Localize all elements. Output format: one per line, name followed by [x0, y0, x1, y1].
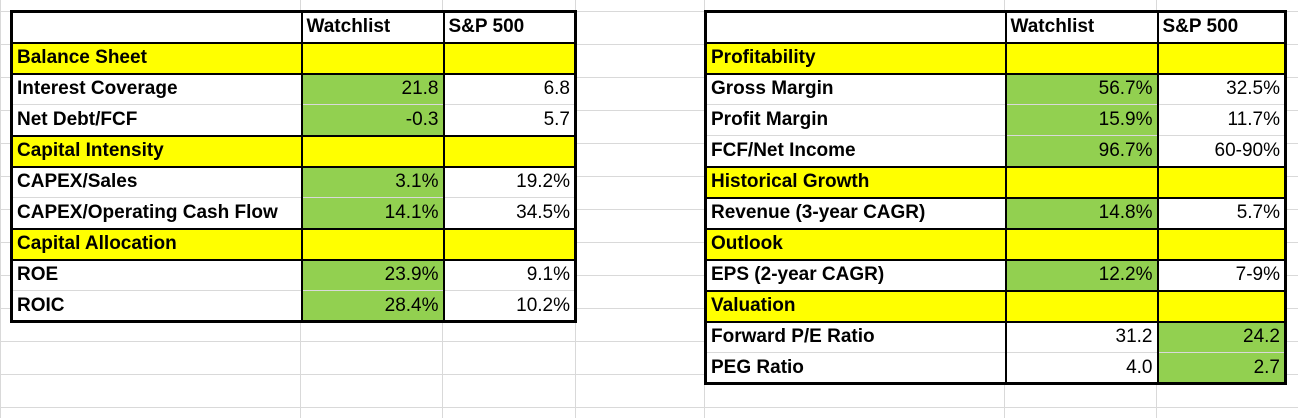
- section-sp500-cell[interactable]: [1156, 289, 1286, 322]
- metric-label-cell[interactable]: FCF/Net Income: [705, 135, 1006, 167]
- right-comparison-table: Watchlist S&P 500 Profitability Gross Margi…: [704, 10, 1287, 385]
- section-watchlist-cell[interactable]: [1004, 227, 1158, 260]
- data-row: CAPEX/Operating Cash Flow 14.1% 34.5%: [11, 197, 576, 229]
- sp500-value-cell[interactable]: 9.1%: [442, 258, 576, 291]
- header-row: Watchlist S&P 500: [11, 11, 576, 44]
- data-row: ROIC 28.4% 10.2%: [11, 290, 576, 322]
- metric-label-cell[interactable]: Interest Coverage: [11, 72, 302, 105]
- watchlist-value-cell[interactable]: 31.2: [1004, 320, 1158, 353]
- data-row: CAPEX/Sales 3.1% 19.2%: [11, 165, 576, 198]
- section-label-cell[interactable]: Capital Allocation: [11, 227, 302, 260]
- metric-label-cell[interactable]: Net Debt/FCF: [11, 104, 302, 136]
- metric-label-cell[interactable]: CAPEX/Sales: [11, 165, 302, 198]
- sp500-value-cell[interactable]: 10.2%: [442, 290, 576, 322]
- watchlist-value-cell[interactable]: 56.7%: [1004, 72, 1158, 105]
- metric-label-cell[interactable]: Profit Margin: [705, 104, 1006, 136]
- data-row: Profit Margin 15.9% 11.7%: [705, 104, 1286, 136]
- metric-label-cell[interactable]: ROE: [11, 258, 302, 291]
- sp500-value-cell[interactable]: 2.7: [1156, 352, 1286, 384]
- section-row: Valuation: [705, 289, 1286, 322]
- watchlist-value-cell[interactable]: 96.7%: [1004, 135, 1158, 167]
- section-label-cell[interactable]: Balance Sheet: [11, 41, 302, 74]
- sp500-value-cell[interactable]: 6.8: [442, 72, 576, 105]
- section-row: Capital Intensity: [11, 134, 576, 167]
- sp500-value-cell[interactable]: 5.7: [442, 104, 576, 136]
- metric-label-cell[interactable]: Forward P/E Ratio: [705, 320, 1006, 353]
- section-sp500-cell[interactable]: [442, 41, 576, 74]
- data-row: FCF/Net Income 96.7% 60-90%: [705, 135, 1286, 167]
- sp500-value-cell[interactable]: 7-9%: [1156, 258, 1286, 291]
- section-watchlist-cell[interactable]: [300, 227, 444, 260]
- header-row: Watchlist S&P 500: [705, 11, 1286, 44]
- watchlist-value-cell[interactable]: 12.2%: [1004, 258, 1158, 291]
- watchlist-value-cell[interactable]: 21.8: [300, 72, 444, 105]
- section-watchlist-cell[interactable]: [1004, 289, 1158, 322]
- sp500-value-cell[interactable]: 19.2%: [442, 165, 576, 198]
- header-cell-sp500[interactable]: S&P 500: [1156, 11, 1286, 44]
- sp500-value-cell[interactable]: 34.5%: [442, 197, 576, 229]
- data-row: Gross Margin 56.7% 32.5%: [705, 72, 1286, 105]
- sp500-value-cell[interactable]: 11.7%: [1156, 104, 1286, 136]
- sp500-value-cell[interactable]: 24.2: [1156, 320, 1286, 353]
- section-label-cell[interactable]: Outlook: [705, 227, 1006, 260]
- section-sp500-cell[interactable]: [1156, 165, 1286, 198]
- section-label-cell[interactable]: Valuation: [705, 289, 1006, 322]
- watchlist-value-cell[interactable]: 28.4%: [300, 290, 444, 322]
- header-cell-watchlist[interactable]: Watchlist: [300, 11, 444, 44]
- section-label-cell[interactable]: Historical Growth: [705, 165, 1006, 198]
- header-cell-sp500[interactable]: S&P 500: [442, 11, 576, 44]
- section-watchlist-cell[interactable]: [1004, 165, 1158, 198]
- data-row: PEG Ratio 4.0 2.7: [705, 352, 1286, 384]
- metric-label-cell[interactable]: Revenue (3-year CAGR): [705, 196, 1006, 229]
- section-row: Profitability: [705, 41, 1286, 74]
- watchlist-value-cell[interactable]: 14.1%: [300, 197, 444, 229]
- section-sp500-cell[interactable]: [1156, 41, 1286, 74]
- section-watchlist-cell[interactable]: [1004, 41, 1158, 74]
- sp500-value-cell[interactable]: 32.5%: [1156, 72, 1286, 105]
- watchlist-value-cell[interactable]: 23.9%: [300, 258, 444, 291]
- section-row: Outlook: [705, 227, 1286, 260]
- watchlist-value-cell[interactable]: -0.3: [300, 104, 444, 136]
- metric-label-cell[interactable]: CAPEX/Operating Cash Flow: [11, 197, 302, 229]
- section-row: Capital Allocation: [11, 227, 576, 260]
- left-table-body: Watchlist S&P 500 Balance Sheet Interest Co…: [11, 11, 576, 322]
- data-row: Net Debt/FCF -0.3 5.7: [11, 104, 576, 136]
- metric-label-cell[interactable]: EPS (2-year CAGR): [705, 258, 1006, 291]
- sp500-value-cell[interactable]: 60-90%: [1156, 135, 1286, 167]
- watchlist-value-cell[interactable]: 14.8%: [1004, 196, 1158, 229]
- section-sp500-cell[interactable]: [442, 134, 576, 167]
- header-cell-watchlist[interactable]: Watchlist: [1004, 11, 1158, 44]
- data-row: Forward P/E Ratio 31.2 24.2: [705, 320, 1286, 353]
- watchlist-value-cell[interactable]: 15.9%: [1004, 104, 1158, 136]
- section-label-cell[interactable]: Capital Intensity: [11, 134, 302, 167]
- header-cell-metric[interactable]: [11, 11, 302, 44]
- section-row: Balance Sheet: [11, 41, 576, 74]
- section-row: Historical Growth: [705, 165, 1286, 198]
- data-row: ROE 23.9% 9.1%: [11, 258, 576, 291]
- metric-label-cell[interactable]: ROIC: [11, 290, 302, 322]
- metric-label-cell[interactable]: Gross Margin: [705, 72, 1006, 105]
- left-comparison-table: Watchlist S&P 500 Balance Sheet Interest Co…: [10, 10, 577, 323]
- sp500-value-cell[interactable]: 5.7%: [1156, 196, 1286, 229]
- section-watchlist-cell[interactable]: [300, 41, 444, 74]
- watchlist-value-cell[interactable]: 3.1%: [300, 165, 444, 198]
- section-label-cell[interactable]: Profitability: [705, 41, 1006, 74]
- data-row: Revenue (3-year CAGR) 14.8% 5.7%: [705, 196, 1286, 229]
- header-cell-metric[interactable]: [705, 11, 1006, 44]
- metric-label-cell[interactable]: PEG Ratio: [705, 352, 1006, 384]
- data-row: Interest Coverage 21.8 6.8: [11, 72, 576, 105]
- section-sp500-cell[interactable]: [1156, 227, 1286, 260]
- right-table-body: Watchlist S&P 500 Profitability Gross Margi…: [705, 11, 1286, 384]
- watchlist-value-cell[interactable]: 4.0: [1004, 352, 1158, 384]
- section-sp500-cell[interactable]: [442, 227, 576, 260]
- section-watchlist-cell[interactable]: [300, 134, 444, 167]
- data-row: EPS (2-year CAGR) 12.2% 7-9%: [705, 258, 1286, 291]
